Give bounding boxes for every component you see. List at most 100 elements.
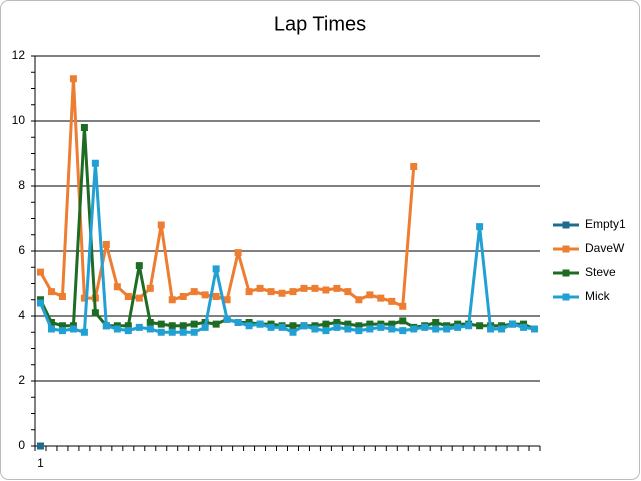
- data-point: [388, 320, 396, 328]
- data-point: [465, 322, 473, 330]
- data-point: [80, 328, 88, 336]
- x-tick-label: 1: [37, 456, 44, 470]
- data-point: [344, 320, 352, 328]
- series-line: [39, 161, 535, 334]
- data-point: [410, 325, 418, 333]
- data-point: [168, 328, 176, 336]
- data-point: [69, 325, 77, 333]
- data-point: [388, 325, 396, 333]
- data-point: [223, 296, 231, 304]
- data-point: [355, 296, 363, 304]
- data-point: [157, 221, 165, 229]
- data-point: [201, 291, 209, 299]
- y-tick-label: 12: [12, 48, 26, 62]
- data-point: [256, 284, 264, 292]
- data-point: [399, 317, 407, 325]
- legend-marker: [562, 221, 570, 229]
- data-point: [234, 319, 242, 326]
- data-point: [146, 319, 154, 326]
- legend-label: Steve: [585, 265, 616, 279]
- data-point: [476, 322, 484, 330]
- data-point: [344, 325, 352, 333]
- y-tick-label: 0: [18, 438, 25, 452]
- data-point: [278, 323, 286, 331]
- data-point: [267, 288, 275, 296]
- data-point: [80, 124, 88, 131]
- data-point: [366, 320, 374, 328]
- data-point: [278, 289, 286, 297]
- data-point: [190, 320, 198, 328]
- data-point: [366, 325, 374, 333]
- data-point: [300, 322, 308, 330]
- data-point: [223, 315, 231, 323]
- legend-label: Empty1: [585, 217, 626, 231]
- data-point: [454, 323, 462, 331]
- data-point: [58, 322, 66, 330]
- data-point: [146, 284, 154, 292]
- data-point: [124, 322, 132, 330]
- data-point: [520, 323, 528, 331]
- data-point: [289, 322, 297, 330]
- y-tick-label: 2: [18, 373, 25, 387]
- data-point: [69, 75, 77, 83]
- data-point: [179, 328, 187, 336]
- data-point: [388, 297, 396, 305]
- y-tick-label: 6: [18, 243, 25, 257]
- data-point: [300, 284, 308, 292]
- data-point: [410, 163, 418, 170]
- data-point: [102, 322, 110, 330]
- data-point: [234, 249, 242, 257]
- data-point: [47, 319, 55, 326]
- y-tick-label: 8: [18, 178, 25, 192]
- data-point: [135, 323, 143, 331]
- y-tick-label: 10: [12, 113, 26, 127]
- data-point: [47, 288, 55, 296]
- data-point: [355, 322, 363, 330]
- legend-label: DaveW: [585, 241, 625, 255]
- legend-label: Mick: [585, 289, 611, 303]
- data-point: [344, 288, 352, 296]
- data-point: [311, 284, 319, 292]
- data-point: [212, 320, 220, 328]
- data-point: [399, 302, 407, 310]
- series-line: [39, 126, 536, 331]
- data-point: [322, 320, 330, 328]
- data-point: [157, 328, 165, 336]
- data-point: [212, 265, 220, 273]
- data-point: [355, 327, 363, 335]
- data-point: [399, 327, 407, 335]
- data-point: [322, 286, 330, 294]
- data-point: [58, 327, 66, 335]
- data-point: [333, 323, 341, 331]
- data-point: [311, 325, 319, 333]
- data-point: [432, 325, 440, 333]
- data-point: [245, 288, 253, 296]
- data-point: [421, 323, 429, 331]
- data-point: [36, 299, 44, 307]
- data-point: [201, 323, 209, 331]
- data-point: [498, 325, 506, 333]
- data-point: [289, 328, 297, 336]
- data-point: [36, 442, 44, 450]
- data-point: [476, 223, 484, 231]
- data-point: [377, 294, 385, 302]
- data-point: [36, 268, 44, 276]
- data-point: [168, 296, 176, 304]
- data-point: [124, 293, 132, 300]
- data-point: [168, 322, 176, 330]
- data-point: [47, 325, 55, 333]
- data-point: [443, 325, 451, 333]
- data-point: [113, 283, 121, 291]
- data-point: [124, 327, 132, 335]
- legend-marker: [562, 245, 570, 253]
- data-point: [333, 319, 341, 326]
- data-point: [245, 322, 253, 330]
- data-point: [333, 284, 341, 292]
- data-point: [322, 327, 330, 335]
- data-point: [366, 291, 374, 299]
- data-point: [179, 322, 187, 330]
- data-point: [487, 325, 495, 333]
- data-point: [179, 293, 187, 300]
